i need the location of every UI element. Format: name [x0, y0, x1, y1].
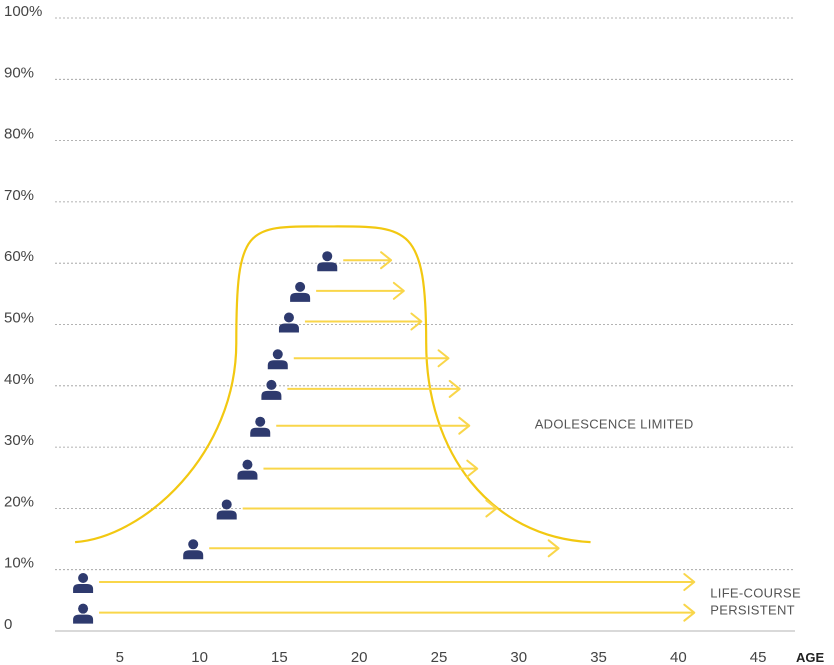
y-tick-label: 20%: [4, 493, 34, 510]
x-tick-label: 35: [590, 649, 607, 665]
person-icon: [290, 281, 311, 302]
x-tick-label: 30: [510, 649, 527, 665]
person-icon: [278, 312, 299, 333]
trajectory-arrow: [287, 379, 461, 398]
person-icon: [73, 603, 94, 624]
life-course-persistent-label: LIFE-COURSE PERSISTENT: [710, 585, 801, 617]
person-icon: [183, 539, 204, 560]
y-axis-ticks: 0 10% 20% 30% 40% 50% 60% 70% 80% 90% 100%: [4, 3, 42, 633]
y-tick-label: 10%: [4, 555, 34, 572]
envelope-layer: [75, 225, 591, 544]
trajectory-arrow: [242, 499, 498, 518]
y-tick-label: 40%: [4, 371, 34, 388]
annotation-layer: ADOLESCENCE LIMITED LIFE-COURSE PERSISTENT: [535, 417, 801, 618]
person-icon: [237, 459, 258, 480]
trajectory-arrow: [209, 539, 560, 558]
x-tick-label: 5: [116, 649, 124, 665]
y-tick-label: 30%: [4, 432, 34, 449]
trajectory-arrow: [263, 459, 479, 478]
x-tick-label: 15: [271, 649, 288, 665]
x-axis-ticks: 5 10 15 20 25 30 35 40 45: [116, 649, 767, 665]
y-tick-label: 70%: [4, 187, 34, 204]
trajectory-arrow: [343, 251, 393, 270]
annotation-line: LIFE-COURSE: [710, 585, 801, 600]
x-tick-label: 40: [670, 649, 687, 665]
person-layer: [73, 251, 338, 624]
y-tick-label: 90%: [4, 64, 34, 81]
person-icon: [216, 499, 237, 520]
trajectory-arrow: [293, 349, 450, 368]
grid-layer: [55, 17, 795, 632]
y-tick-label: 100%: [4, 3, 42, 20]
y-tick-label: 80%: [4, 126, 34, 143]
y-tick-label: 60%: [4, 248, 34, 265]
x-tick-label: 45: [750, 649, 767, 665]
person-icon: [250, 416, 271, 437]
annotation-line: PERSISTENT: [710, 602, 795, 617]
trajectory-arrow: [304, 312, 423, 331]
trajectory-arrow: [99, 573, 696, 592]
adolescence-limited-envelope: [75, 225, 591, 544]
arrow-layer: [99, 251, 696, 622]
person-icon: [317, 251, 338, 272]
x-tick-label: 10: [191, 649, 208, 665]
annotation-line: ADOLESCENCE LIMITED: [535, 417, 694, 432]
adolescence-limited-label: ADOLESCENCE LIMITED: [535, 417, 694, 432]
y-tick-label: 0: [4, 616, 12, 633]
x-tick-label: 20: [351, 649, 368, 665]
person-icon: [73, 573, 94, 594]
trajectory-arrow: [316, 281, 405, 300]
trajectory-arrow: [99, 603, 696, 622]
trajectory-arrow: [276, 416, 471, 435]
x-axis-label: AGE: [796, 650, 825, 665]
y-tick-label: 50%: [4, 310, 34, 327]
x-tick-label: 25: [431, 649, 448, 665]
person-icon: [267, 349, 288, 370]
person-icon: [261, 379, 282, 400]
